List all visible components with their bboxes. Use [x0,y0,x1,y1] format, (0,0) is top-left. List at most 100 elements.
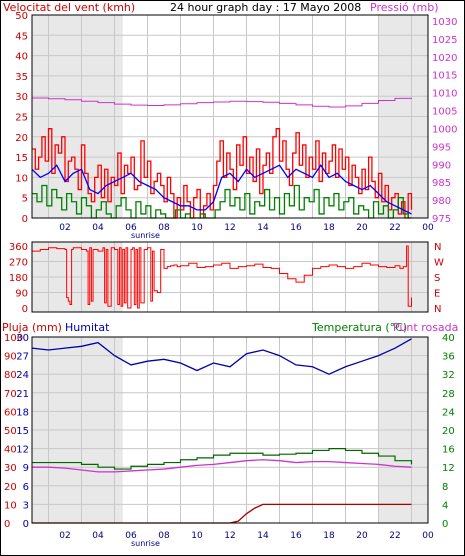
y-left-tick-label: 25 [15,113,28,124]
y-right-tick-label: 12 [442,463,455,474]
y-right-tick-label: S [434,273,440,284]
x-tick-label: 02 [59,531,70,541]
x-tick-label: 20 [356,531,368,541]
y-right-tick-label: N [434,242,441,253]
y-left-tick-label: 50 [15,11,28,22]
y-humidity-tick-label: 0 [23,519,29,530]
x-tick-label: 18 [323,531,335,541]
y-right-tick-label: 24 [442,407,455,418]
y-left-tick-label: 40 [15,52,28,63]
y-humidity-tick-label: 27 [16,352,29,363]
wind-avg-line [31,164,412,215]
y-left-tick-label: 30 [15,92,28,103]
y-left-tick-label: 360 [9,242,28,253]
x-tick-label: 04 [92,223,104,233]
y-rain-tick-label: 50 [4,426,17,437]
y-right-tick-label: 16 [442,445,455,456]
y-right-tick-label: 1030 [432,17,457,28]
x-tick-label: 18 [323,223,335,233]
x-tick-label: 20 [356,223,368,233]
y-left-tick-label: 270 [9,258,28,269]
panel3-y-rain-ticks: 0 10 20 30 40 50 60 70 80 90 100 [4,333,23,530]
panel2-series [32,245,412,309]
y-right-tick-label: 985 [432,178,451,189]
y-right-tick-label: N [434,304,441,315]
y-left-tick-label: 45 [15,31,28,42]
y-right-tick-label: 8 [442,482,448,493]
panel3-x-ticks: 02 04 06 08 10 12 14 16 18 20 22 00 [59,531,434,541]
y-right-tick-label: 28 [442,389,455,400]
y-rain-tick-label: 20 [4,482,17,493]
x-tick-label: 08 [158,531,170,541]
wind-speed-label: Velocitat del vent (kmh) [3,1,135,14]
x-tick-label: 10 [191,531,203,541]
y-right-tick-label: 32 [442,370,455,381]
y-humidity-tick-label: 9 [23,463,29,474]
x-tick-label: 16 [290,531,302,541]
panel1-x-ticks: 02 04 06 08 10 12 14 16 18 20 22 00 [59,223,434,233]
y-left-tick-label: 5 [22,194,28,205]
wind-speed-line [32,128,413,219]
y-rain-tick-label: 0 [4,519,10,530]
humidity-label: Humitat [65,321,110,334]
y-right-tick-label: E [434,289,440,300]
y-right-tick-label: 0 [442,519,448,530]
panel2-frame [31,241,429,313]
y-left-tick-label: 0 [22,304,28,315]
panel3-frame [31,336,429,524]
x-tick-label: 10 [191,223,203,233]
temperature-line [32,448,413,470]
x-tick-label: 02 [59,223,70,233]
y-right-tick-label: 980 [432,196,451,207]
y-right-tick-label: 1020 [432,53,457,64]
x-tick-label: 14 [257,531,269,541]
sunrise-label: sunrise [131,231,160,240]
x-tick-label: 00 [422,531,434,541]
y-rain-tick-label: 90 [4,352,17,363]
x-tick-label: 12 [224,223,235,233]
x-tick-label: 22 [389,223,400,233]
y-left-tick-label: 15 [15,153,28,164]
rain-label: Pluja (mm) [2,321,62,334]
y-humidity-tick-label: 6 [23,482,29,493]
x-tick-label: 06 [125,531,137,541]
y-left-tick-label: 20 [15,133,28,144]
x-tick-label: 12 [224,531,235,541]
y-rain-tick-label: 70 [4,389,17,400]
y-right-tick-label: 1025 [432,35,457,46]
panel2-y-left-ticks: 0 90 180 270 360 [9,242,28,315]
x-tick-label: 06 [125,223,137,233]
sunrise-label-bottom: sunrise [131,539,160,548]
y-right-tick-label: 20 [442,426,455,437]
wind-direction-line [32,245,412,309]
y-right-tick-label: 1010 [432,89,457,100]
y-right-tick-label: 36 [442,352,455,363]
y-left-tick-label: 0 [22,214,28,225]
x-tick-label: 16 [290,223,302,233]
dewpoint-label: Punt rosada [393,321,458,334]
panel1-y-right-ticks: 975 980 985 990 995 1000 1005 1010 1015 1020 1025 1… [432,17,457,225]
y-left-tick-label: 90 [15,289,28,300]
y-right-tick-label: 4 [442,500,448,511]
y-left-tick-label: 180 [9,273,28,284]
y-rain-tick-label: 80 [4,370,17,381]
x-tick-label: 00 [422,223,434,233]
y-humidity-tick-label: 21 [16,389,29,400]
y-humidity-tick-label: 15 [16,426,29,437]
dewpoint-line [32,459,412,473]
y-rain-tick-label: 60 [4,407,17,418]
x-tick-label: 08 [158,223,170,233]
y-humidity-tick-label: 12 [16,445,29,456]
y-right-tick-label: 40 [442,333,455,344]
panel1-frame [31,14,429,219]
panel3-y-right-ticks: 0 4 8 12 16 20 24 28 32 36 40 [442,333,455,530]
y-right-tick-label: W [434,258,444,269]
y-left-tick-label: 10 [15,173,28,184]
y-humidity-tick-label: 3 [23,500,29,511]
y-right-tick-label: 975 [432,214,451,225]
y-humidity-tick-label: 18 [16,407,29,418]
y-right-tick-label: 1000 [432,124,457,135]
x-tick-label: 22 [389,531,400,541]
y-right-tick-label: 1005 [432,107,457,118]
